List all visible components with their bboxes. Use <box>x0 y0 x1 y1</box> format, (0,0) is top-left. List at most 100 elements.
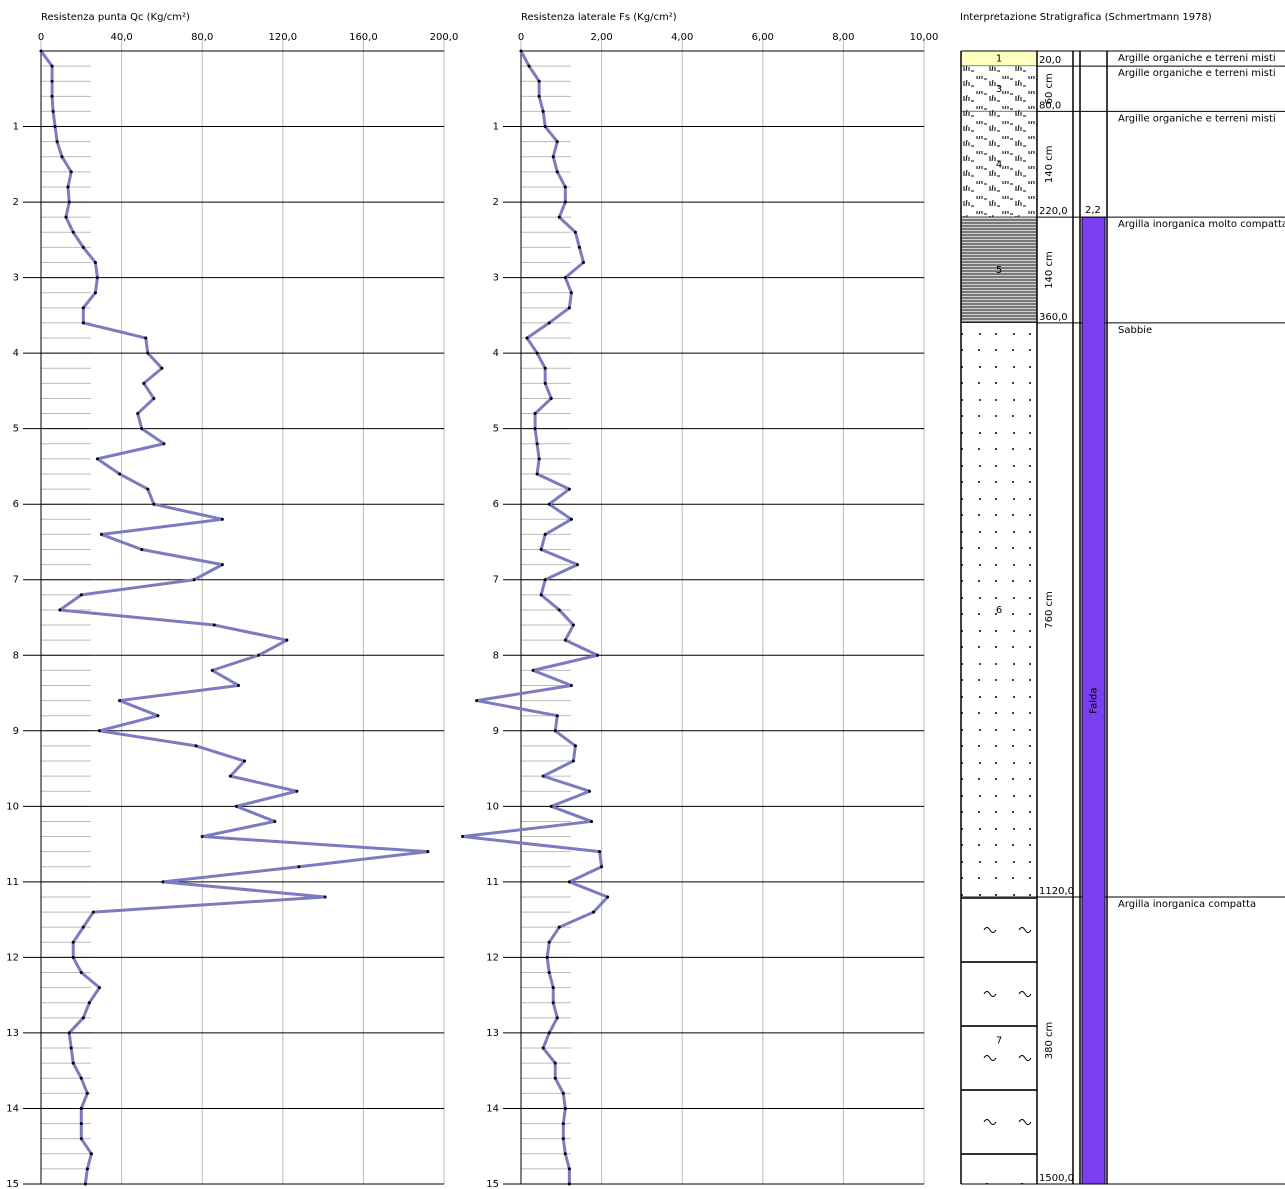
data-point <box>81 245 85 249</box>
y-tick-label: 8 <box>493 650 499 661</box>
chart-title: Resistenza laterale Fs (Kg/cm²) <box>521 12 677 23</box>
data-point <box>146 487 150 491</box>
data-point <box>228 774 232 778</box>
layer-description: Argilla inorganica compatta <box>1118 899 1256 910</box>
data-point <box>295 789 299 793</box>
data-point <box>136 412 140 416</box>
data-point <box>51 109 55 113</box>
data-point <box>81 925 85 929</box>
data-point <box>567 306 571 310</box>
data-point <box>527 64 531 68</box>
layer-pattern <box>961 322 1037 897</box>
layer-thickness: 140 cm <box>1044 146 1055 184</box>
data-point <box>194 744 198 748</box>
data-point <box>547 321 551 325</box>
data-point <box>152 502 156 506</box>
y-tick-label: 12 <box>6 952 19 963</box>
data-point <box>569 683 573 687</box>
y-tick-label: 12 <box>486 952 499 963</box>
x-tick-label: 4,00 <box>671 32 693 43</box>
chart-title: Resistenza punta Qc (Kg/cm²) <box>41 12 190 23</box>
data-point <box>537 94 541 98</box>
water-table-bar <box>1081 216 1106 1185</box>
data-point <box>140 427 144 431</box>
data-point <box>66 185 70 189</box>
data-point <box>140 548 144 552</box>
data-point <box>555 140 559 144</box>
data-point <box>547 502 551 506</box>
data-point <box>118 472 122 476</box>
y-tick-label: 1 <box>13 122 19 133</box>
data-point <box>95 276 99 280</box>
data-point <box>592 910 596 914</box>
data-point <box>50 64 54 68</box>
data-point <box>590 819 594 823</box>
data-point <box>53 125 57 129</box>
y-tick-label: 1 <box>493 122 499 133</box>
data-point <box>581 260 585 264</box>
data-point <box>91 910 95 914</box>
data-point <box>71 955 75 959</box>
data-point <box>541 109 545 113</box>
data-point <box>567 1182 571 1186</box>
layer-thickness: 140 cm <box>1044 251 1055 289</box>
data-point <box>461 835 465 839</box>
y-tick-label: 10 <box>486 801 499 812</box>
y-tick-label: 3 <box>493 273 499 284</box>
data-point <box>71 230 75 234</box>
data-point <box>152 396 156 400</box>
y-tick-label: 11 <box>6 877 19 888</box>
layer-fill <box>961 51 1037 67</box>
data-point <box>577 245 581 249</box>
data-point <box>569 291 573 295</box>
data-point <box>543 532 547 536</box>
data-point <box>557 925 561 929</box>
data-point <box>71 1061 75 1065</box>
data-point <box>596 653 600 657</box>
data-point <box>95 457 99 461</box>
data-point <box>547 940 551 944</box>
data-point <box>79 1076 83 1080</box>
y-tick-label: 11 <box>486 877 499 888</box>
data-point <box>79 1137 83 1141</box>
y-tick-label: 8 <box>13 650 19 661</box>
data-point <box>87 1001 91 1005</box>
data-point <box>93 291 97 295</box>
data-point <box>64 215 68 219</box>
data-point <box>144 336 148 340</box>
layer-id: 6 <box>996 605 1002 616</box>
data-point <box>563 200 567 204</box>
data-point <box>426 850 430 854</box>
layer-description: Argille organiche e terreni misti <box>1118 53 1276 64</box>
x-tick-label: 6,00 <box>752 32 774 43</box>
data-point <box>555 170 559 174</box>
data-point <box>93 260 97 264</box>
data-point <box>545 955 549 959</box>
data-point <box>533 412 537 416</box>
y-tick-label: 13 <box>486 1028 499 1039</box>
data-point <box>210 668 214 672</box>
y-tick-label: 15 <box>486 1179 499 1189</box>
data-point <box>192 578 196 582</box>
y-tick-label: 15 <box>6 1179 19 1189</box>
water-table-label: Falda <box>1089 687 1100 713</box>
x-tick-label: 10,00 <box>910 32 939 43</box>
x-tick-label: 0 <box>38 32 44 43</box>
data-point <box>555 1016 559 1020</box>
layer-id: 1 <box>996 54 1002 65</box>
data-point <box>81 1016 85 1020</box>
data-point <box>323 895 327 899</box>
data-point <box>543 381 547 385</box>
data-point <box>67 1031 71 1035</box>
data-line <box>39 50 430 1185</box>
data-point <box>541 774 545 778</box>
data-point <box>81 306 85 310</box>
data-point <box>220 517 224 521</box>
y-tick-label: 6 <box>13 499 19 510</box>
layer-pattern <box>961 896 1037 1184</box>
layer-id: 7 <box>996 1035 1002 1046</box>
data-point <box>97 986 101 990</box>
data-point <box>547 1031 551 1035</box>
data-point <box>551 155 555 159</box>
data-point <box>243 759 247 763</box>
